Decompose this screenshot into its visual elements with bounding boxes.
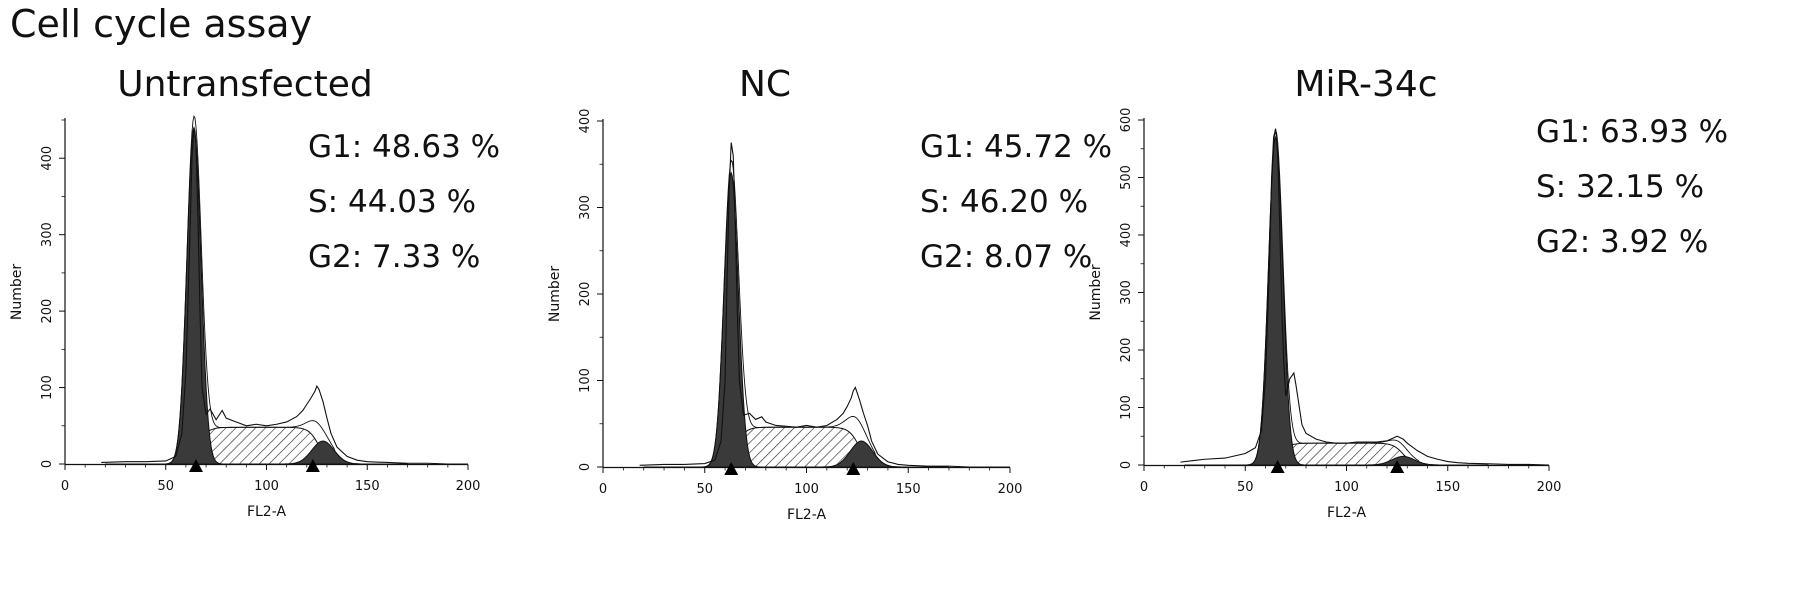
y-tick-label: 300	[40, 222, 55, 247]
x-tick-label: 100	[254, 479, 279, 494]
peak-marker	[724, 462, 739, 475]
y-tick-label: 100	[578, 368, 593, 393]
x-tick-label: 50	[1237, 480, 1254, 495]
y-tick-label: 100	[1119, 395, 1134, 420]
x-tick-label: 100	[794, 482, 819, 497]
peak-marker	[1270, 460, 1285, 473]
y-tick-label: 200	[40, 299, 55, 324]
panel-title: Untransfected	[117, 64, 373, 105]
y-axis-label: Number	[547, 266, 563, 322]
s-phase-area	[643, 426, 949, 468]
model-fit-curve	[1184, 129, 1489, 466]
s-percentage: S: 44.03 %	[308, 184, 477, 220]
s-percentage: S: 46.20 %	[920, 184, 1089, 220]
peak-marker	[188, 459, 203, 472]
y-tick-label: 600	[1119, 108, 1134, 133]
y-tick-label: 400	[1119, 223, 1134, 248]
panel-title: NC	[738, 64, 792, 105]
x-axis-label: FL2-A	[247, 504, 287, 520]
s-percentage: S: 32.15 %	[1536, 169, 1705, 205]
peak-marker	[305, 459, 320, 472]
x-tick-label: 200	[998, 482, 1023, 497]
g1-phase-area	[105, 125, 408, 465]
figure-title: Cell cycle assay	[10, 2, 313, 46]
histogram-line	[101, 127, 468, 465]
model-fit-curve	[105, 115, 408, 465]
y-tick-label: 0	[578, 463, 593, 471]
x-tick-label: 0	[1140, 480, 1148, 495]
s-phase-area	[1184, 442, 1489, 466]
panel-title: MiR-34c	[1294, 64, 1438, 105]
g2-percentage: G2: 7.33 %	[308, 239, 481, 275]
x-tick-label: 50	[696, 482, 713, 497]
y-tick-label: 200	[1119, 338, 1134, 363]
histogram-panel-untransfected: Untransfected G1: 48.63 % S: 44.03 % G2:…	[0, 0, 600, 609]
histogram-plot: 0 50 100 150 200 0 100 200 300 400 FL2-A Number	[9, 115, 481, 520]
y-tick-label: 400	[40, 146, 55, 171]
x-tick-label: 0	[61, 479, 69, 494]
x-axis-label: FL2-A	[787, 507, 827, 523]
y-axis-label: Number	[9, 264, 25, 320]
model-fit-curve	[643, 159, 949, 468]
y-axis-label: Number	[1088, 264, 1104, 320]
histogram-plot: 0 50 100 150 200 0 100 200 300 400 FL2-A Number	[547, 109, 1023, 523]
x-tick-label: 150	[896, 482, 921, 497]
phase-stats: G1: 63.93 % S: 32.15 % G2: 3.92 %	[1536, 105, 1728, 270]
g1-percentage: G1: 63.93 %	[1536, 114, 1729, 150]
g1-phase-area	[643, 171, 949, 468]
histogram-plot: 0 50 100 150 200 0 100 200 300 400 500 600 FL2-A Numb…	[1088, 108, 1562, 521]
g1-percentage: G1: 48.63 %	[308, 129, 501, 165]
x-tick-label: 50	[157, 479, 174, 494]
x-tick-label: 200	[1537, 480, 1562, 495]
x-tick-label: 150	[1435, 480, 1460, 495]
x-axis-label: FL2-A	[1327, 505, 1367, 521]
x-tick-label: 100	[1334, 480, 1359, 495]
g1-phase-area	[1184, 135, 1489, 466]
y-tick-label: 100	[40, 375, 55, 400]
x-tick-label: 0	[599, 482, 607, 497]
x-tick-label: 200	[456, 479, 481, 494]
g2-percentage: G2: 3.92 %	[1536, 224, 1709, 260]
y-tick-label: 400	[578, 109, 593, 134]
histogram-panel-nc: NC G1: 45.72 % S: 46.20 % G2: 8.07 % 0 50…	[547, 0, 1198, 609]
peak-marker	[846, 462, 861, 475]
x-tick-label: 150	[355, 479, 380, 494]
histogram-line	[1180, 128, 1550, 466]
peak-marker	[1390, 460, 1405, 473]
y-tick-label: 300	[578, 195, 593, 220]
phase-stats: G1: 45.72 % S: 46.20 % G2: 8.07 %	[920, 120, 1112, 285]
y-tick-label: 0	[1119, 461, 1134, 469]
histogram-line	[639, 142, 1010, 468]
phase-stats: G1: 48.63 % S: 44.03 % G2: 7.33 %	[308, 120, 500, 285]
s-phase-area	[105, 426, 408, 465]
g1-percentage: G1: 45.72 %	[920, 129, 1113, 165]
g2-percentage: G2: 8.07 %	[920, 239, 1093, 275]
histogram-panel-mir-34c: MiR-34c G1: 63.93 % S: 32.15 % G2: 3.92 …	[1088, 0, 1795, 609]
y-tick-label: 200	[578, 282, 593, 307]
y-tick-label: 300	[1119, 280, 1134, 305]
y-tick-label: 500	[1119, 165, 1134, 190]
y-tick-label: 0	[40, 460, 55, 468]
